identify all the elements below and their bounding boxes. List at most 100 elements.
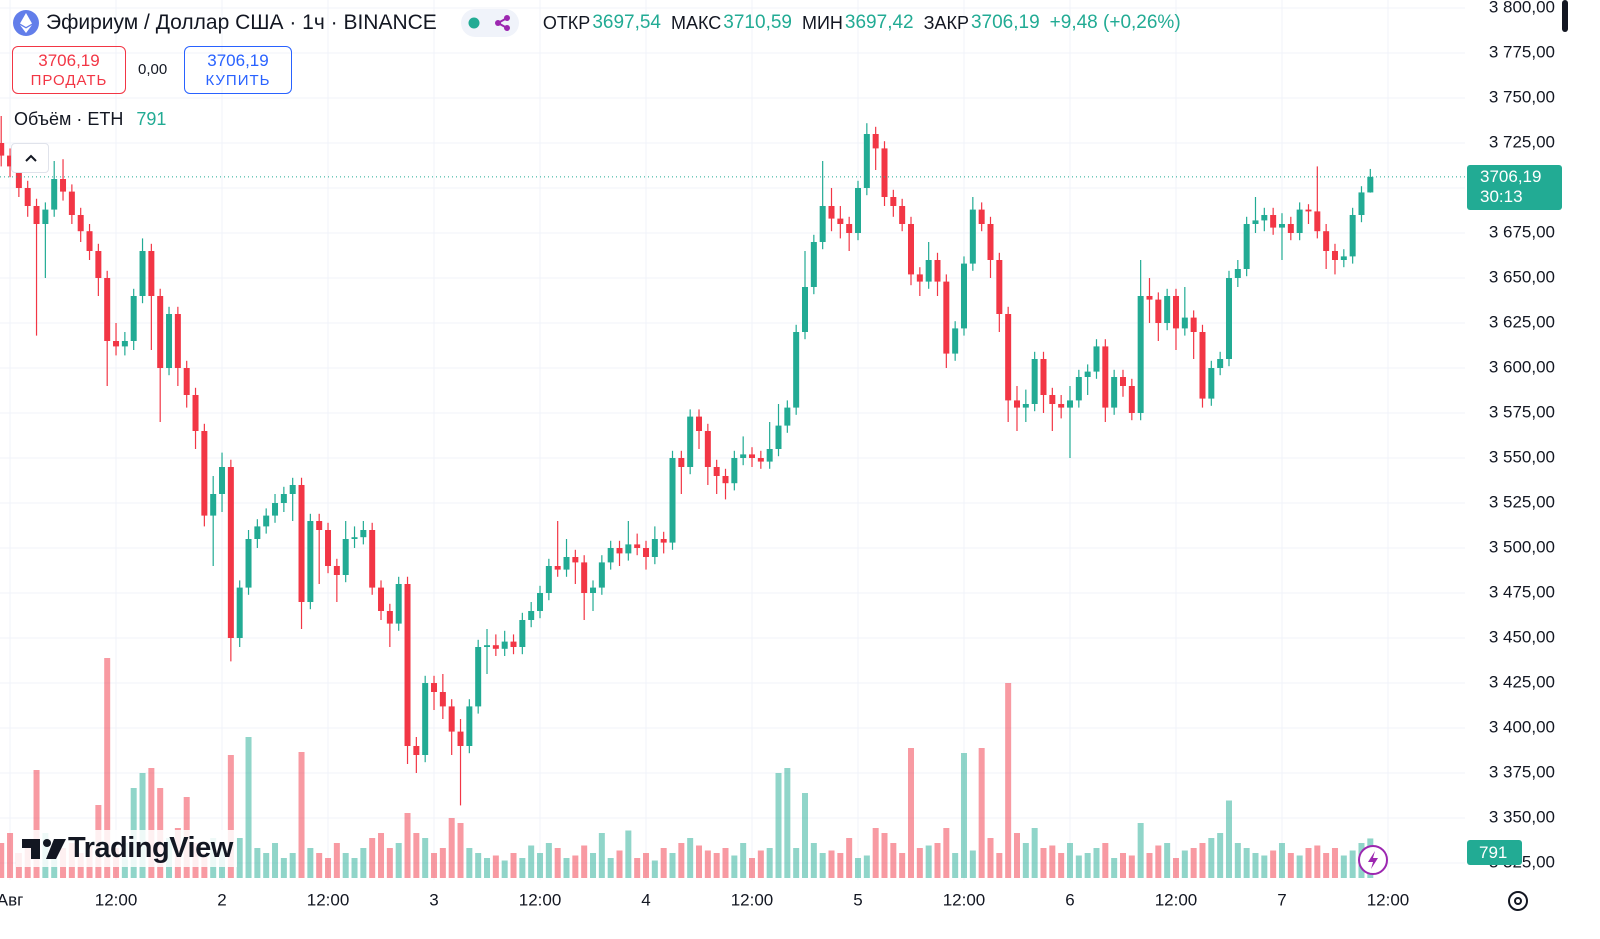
x-tick-label: Авг <box>0 890 23 909</box>
volume-bar <box>1022 843 1029 878</box>
candle-body <box>95 251 102 278</box>
volume-bar <box>457 823 464 878</box>
candle-body <box>1270 215 1277 228</box>
volume-bar <box>1111 858 1118 878</box>
volume-bar <box>987 838 994 878</box>
candle-body <box>554 566 561 570</box>
candle-body <box>139 251 146 296</box>
y-tick-label: 3 775,00 <box>1489 42 1555 61</box>
y-tick-label: 3 600,00 <box>1489 357 1555 376</box>
candle-body <box>678 458 685 467</box>
volume-legend-label: Объём · ETH <box>14 109 124 129</box>
x-tick-label: 12:00 <box>731 890 774 909</box>
candle-body <box>1084 371 1091 377</box>
candle-body <box>545 566 552 593</box>
candle-body <box>625 544 632 554</box>
volume-bar <box>537 853 544 878</box>
settings-button[interactable] <box>1505 888 1531 914</box>
volume-bar <box>669 853 676 878</box>
y-tick-label: 3 425,00 <box>1489 672 1555 691</box>
volume-bar <box>254 848 261 878</box>
volume-bar <box>722 848 729 878</box>
countdown: 30:13 <box>1480 186 1523 206</box>
symbol-header: Эфириум / Доллар США · 1ч · BINANCE ОТКР… <box>12 8 1191 38</box>
candle-body <box>952 328 959 354</box>
candle-body <box>492 645 499 649</box>
candle-body <box>42 209 49 224</box>
buy-price: 3706,19 <box>207 51 269 70</box>
volume-bar <box>1296 855 1303 878</box>
candle-body <box>254 526 261 539</box>
volume-bar <box>616 850 623 878</box>
volume-bar <box>431 853 438 878</box>
candle-body <box>351 537 358 539</box>
volume-bar <box>802 793 809 878</box>
candle-body <box>227 467 234 638</box>
volume-bar <box>280 858 287 878</box>
last-price: 3706,19 <box>1480 166 1542 186</box>
candle-body <box>1172 296 1179 329</box>
volume-bar <box>572 855 579 878</box>
candle-body <box>793 332 800 408</box>
x-tick-label: 6 <box>1065 890 1074 909</box>
price-change: +9,48 (+0,26%) <box>1049 12 1181 33</box>
candle-body <box>907 224 914 275</box>
candle-body <box>431 683 438 692</box>
volume-bar <box>307 848 314 878</box>
candle-body <box>766 449 773 462</box>
scrollbar <box>1562 0 1568 32</box>
volume-bar <box>298 752 305 878</box>
candle-body <box>333 566 340 575</box>
candle-body <box>1278 224 1285 228</box>
candle-body <box>422 683 429 755</box>
candle-body <box>1058 404 1065 408</box>
candle-body <box>537 593 544 611</box>
status-pill[interactable] <box>460 9 519 37</box>
candle-body <box>581 562 588 593</box>
candle-body <box>1111 377 1118 408</box>
logo[interactable]: TradingView <box>16 830 237 867</box>
ohlc-label: ЗАКР <box>923 12 969 33</box>
candle-body <box>934 260 941 282</box>
candle-body <box>651 539 658 557</box>
candle-body <box>669 458 676 543</box>
volume-bar <box>1013 833 1020 878</box>
buy-button[interactable]: 3706,19 КУПИТЬ <box>184 46 292 94</box>
volume-bar <box>837 853 844 878</box>
flash-button[interactable] <box>1357 844 1389 876</box>
volume-bar <box>1305 848 1312 878</box>
volume-bar <box>1102 843 1109 878</box>
volume-bar <box>1058 853 1065 878</box>
collapse-button[interactable] <box>11 143 49 173</box>
candle-body <box>1093 346 1100 372</box>
volume-bar <box>1172 858 1179 878</box>
candle-body <box>1261 215 1268 221</box>
volume-bar <box>634 858 641 878</box>
ohlc-value: 3710,59 <box>723 12 792 33</box>
candle-body <box>1252 220 1259 224</box>
symbol-title[interactable]: Эфириум / Доллар США · 1ч · BINANCE <box>46 11 437 34</box>
candle-body <box>572 557 579 563</box>
candle-body <box>289 485 296 494</box>
last-price-label: 3706,19 30:13 <box>1467 164 1562 210</box>
candle-body <box>245 539 252 588</box>
volume-bar <box>1066 843 1073 878</box>
candle-body <box>1305 209 1312 212</box>
volume-bar <box>899 853 906 878</box>
volume-bar <box>713 853 720 878</box>
candle-body <box>1217 359 1224 368</box>
volume-legend: Объём · ETH 791 <box>14 109 166 130</box>
volume-bar <box>492 855 499 878</box>
volume-bar <box>819 853 826 878</box>
candle-body <box>1349 215 1356 257</box>
candle-body <box>1005 314 1012 401</box>
candle-body <box>86 231 93 251</box>
volume-bar <box>448 818 455 878</box>
candle-body <box>395 584 402 624</box>
volume-bar <box>960 753 967 878</box>
volume-bar <box>766 848 773 878</box>
volume-bar <box>863 855 870 878</box>
volume-bar <box>1181 850 1188 878</box>
eth-icon <box>13 10 39 36</box>
sell-button[interactable]: 3706,19 ПРОДАТЬ <box>12 46 126 94</box>
